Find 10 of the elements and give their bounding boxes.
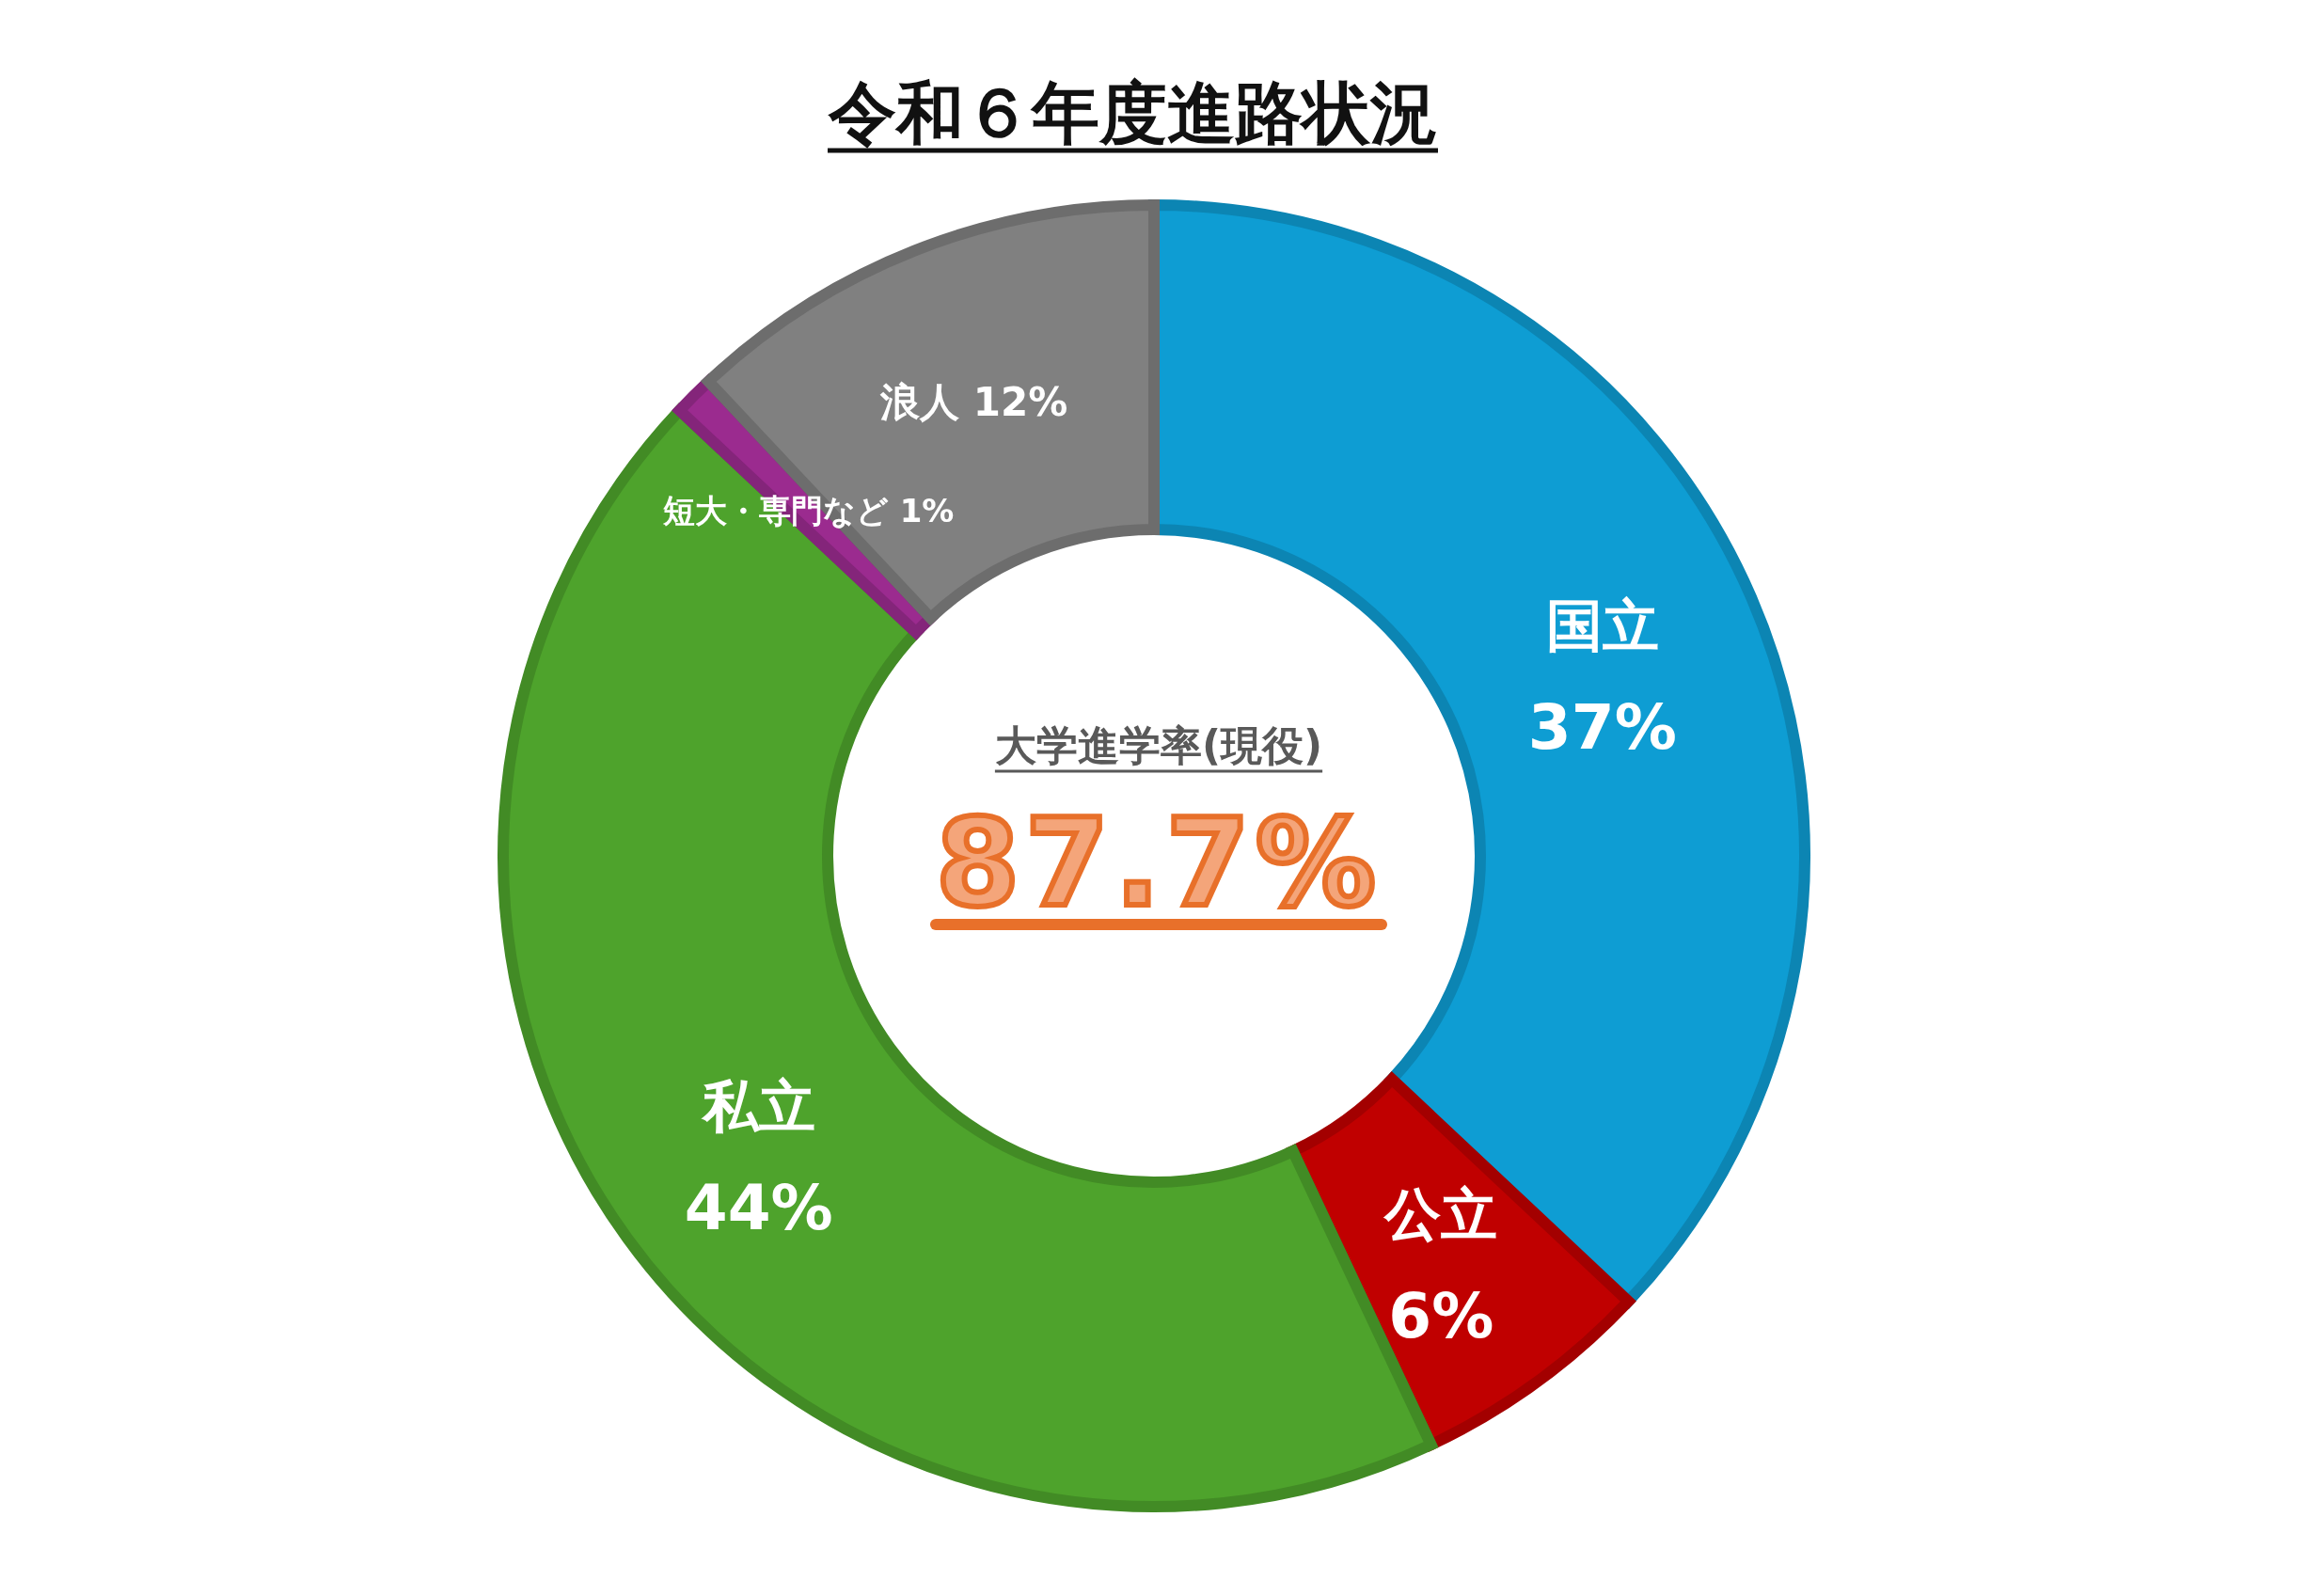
data-label: 44% <box>684 1172 833 1245</box>
slice-label: 私立 <box>700 1073 815 1140</box>
data-label: 6% <box>1388 1280 1494 1353</box>
slice-label: 公立 <box>1383 1181 1498 1248</box>
text: 87.7% <box>935 793 1383 933</box>
text: 大学進学率(現役) <box>994 721 1323 769</box>
slice-label: 国立 <box>1545 592 1659 658</box>
chart-title: 令和６年度進路状況 <box>828 73 1438 152</box>
data-label: 37% <box>1527 690 1677 764</box>
slice-label: 浪人 12% <box>879 378 1068 425</box>
